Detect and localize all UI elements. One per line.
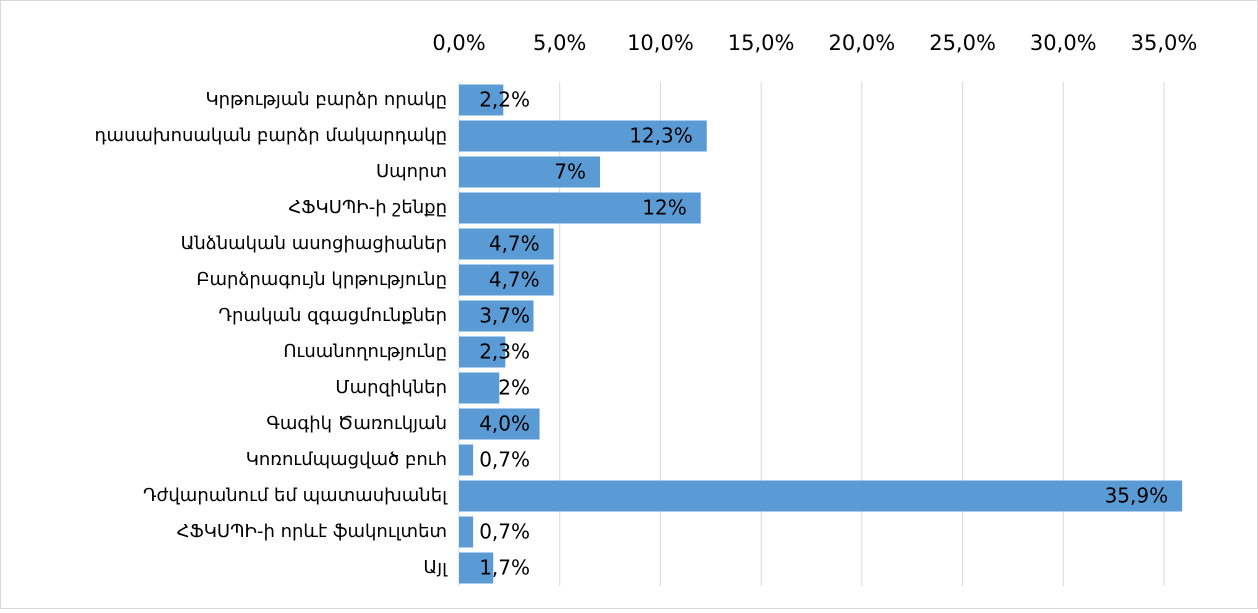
y-tick-label: դասախոսական բարձր մակարդակը [95,125,447,146]
data-label: 2,2% [479,88,530,112]
data-label: 2,3% [479,340,530,364]
x-tick-label: 25,0% [929,31,996,55]
y-tick-label: Կոռումպացված բուհ [246,449,447,470]
data-label: 35,9% [1105,484,1169,508]
bar [459,444,474,476]
bar [459,84,504,116]
y-tick-label: Այլ [423,557,448,578]
y-tick-label: ՀՖԿՍՊԻ-ի շենքը [288,197,447,218]
y-tick-label: Գագիկ Ծառուկյան [266,413,447,434]
data-label: 4,7% [489,232,540,256]
data-label: 1,7% [479,556,530,580]
bar [459,192,701,224]
data-label: 4,7% [489,268,540,292]
data-label: 0,7% [479,448,530,472]
bar [459,408,540,440]
data-label: 12% [642,196,686,220]
bar [459,516,474,548]
y-tick-label: Դրական զգացմունքներ [219,305,448,326]
x-tick-label: 15,0% [728,31,795,55]
y-tick-label: Անձնական ասոցիացիաներ [181,233,447,254]
x-tick-label: 10,0% [627,31,694,55]
data-label: 12,3% [629,124,693,148]
data-label: 0,7% [479,520,530,544]
data-label: 2% [498,376,530,400]
bar [459,552,494,584]
y-tick-label: Մարզիկներ [335,377,447,398]
data-label: 7% [554,160,586,184]
y-tick-label: Ուսանողությունը [283,341,447,362]
y-tick-label: Կրթության բարձր որակը [205,89,447,110]
bar [459,300,534,332]
y-tick-label: ՀՖԿՍՊԻ-ի որևէ ֆակուլտետ [177,521,447,542]
bar [459,480,1183,512]
bar [459,372,500,404]
y-tick-label: Դժվարանում եմ պատասխանել [143,485,448,506]
x-tick-label: 30,0% [1030,31,1097,55]
data-label: 4,0% [479,412,530,436]
x-tick-label: 35,0% [1131,31,1198,55]
bar [459,156,600,188]
bar [459,336,506,368]
bar [459,120,707,152]
bar [459,228,554,260]
y-tick-label: Բարձրագույն կրթությունը [196,269,447,290]
bar [459,264,554,296]
x-tick-label: 5,0% [533,31,586,55]
data-label: 3,7% [479,304,530,328]
y-tick-label: Սպորտ [376,161,447,182]
x-tick-label: 20,0% [828,31,895,55]
x-tick-label: 0,0% [432,31,485,55]
